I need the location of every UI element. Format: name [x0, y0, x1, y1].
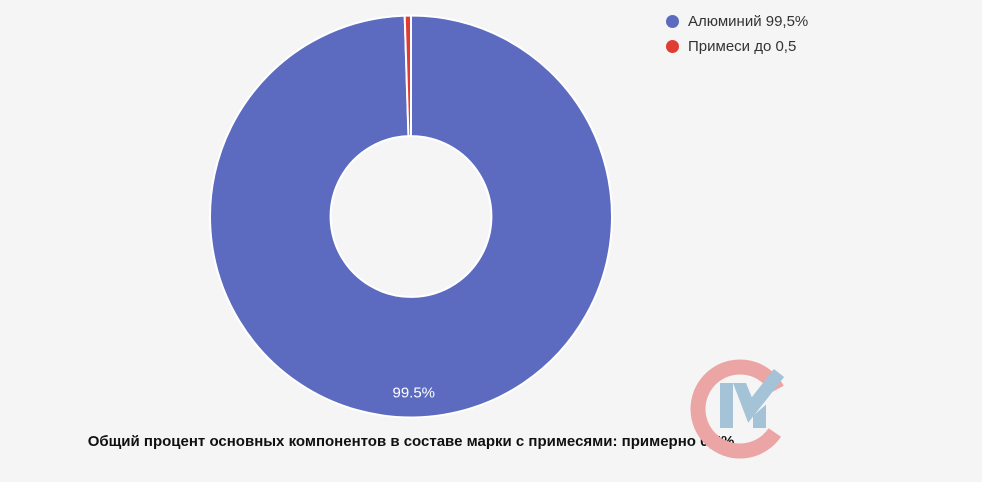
- slice-1[interactable]: [403, 14, 412, 138]
- legend-label: Примеси до 0,5: [688, 38, 797, 55]
- chart-legend: Алюминий 99,5% Примеси до 0,5: [666, 9, 808, 59]
- legend-label: Алюминий 99,5%: [688, 13, 809, 30]
- legend-item-1[interactable]: Примеси до 0,5: [666, 34, 808, 59]
- legend-swatch-icon: [666, 40, 679, 53]
- watermark-logo: [690, 359, 785, 459]
- slice-0[interactable]: [209, 14, 613, 419]
- legend-item-0[interactable]: Алюминий 99,5%: [666, 9, 808, 34]
- logo-letter-c-icon: [690, 359, 784, 459]
- legend-swatch-icon: [666, 15, 679, 28]
- chart-caption: Общий процент основных компонентов в сос…: [87, 433, 735, 450]
- slice-datalabel-0: 99.5%: [392, 385, 435, 402]
- logo-letter-m-icon: [720, 369, 785, 428]
